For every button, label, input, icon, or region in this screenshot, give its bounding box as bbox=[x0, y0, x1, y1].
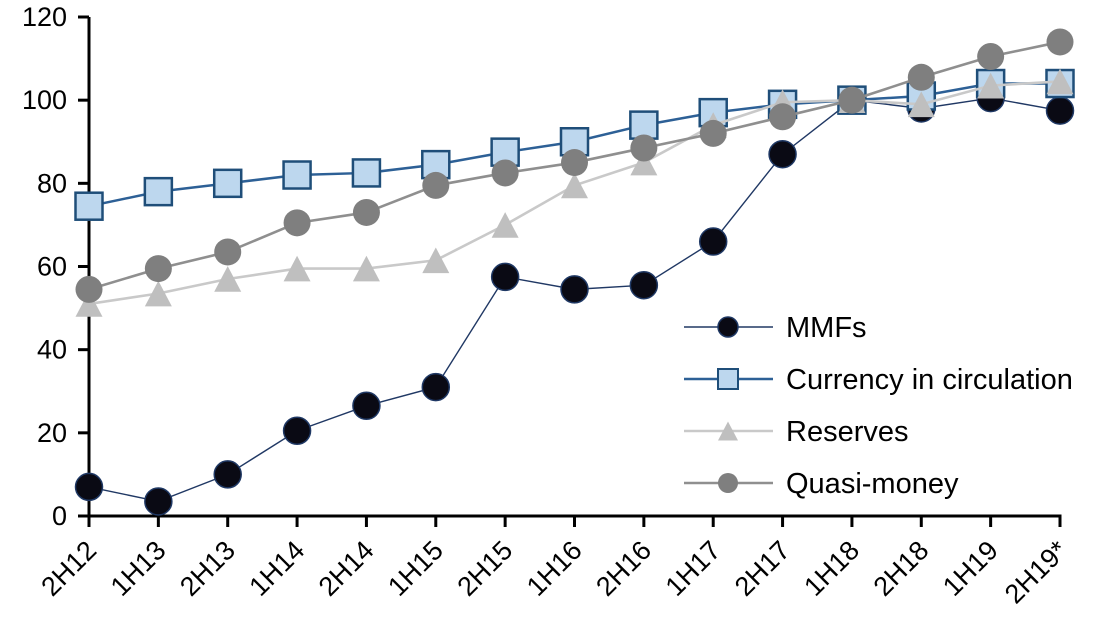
series-marker-reserves bbox=[214, 266, 242, 292]
x-axis-tick-label: 2H19* bbox=[999, 535, 1074, 610]
x-axis-tick-label: 1H19 bbox=[937, 535, 1004, 602]
series-marker-mmfs bbox=[74, 472, 104, 502]
series-marker-currency-in-circulation bbox=[212, 168, 243, 199]
series-marker-currency-in-circulation bbox=[282, 160, 312, 190]
x-axis-tick-label: 2H14 bbox=[313, 535, 380, 602]
series-marker-mmfs bbox=[490, 262, 520, 292]
series-marker-quasi-money bbox=[838, 86, 866, 114]
series-marker-quasi-money bbox=[699, 119, 727, 147]
series-marker-mmfs bbox=[698, 227, 728, 256]
series-marker-reserves bbox=[630, 149, 658, 176]
y-axis-tick-label: 100 bbox=[22, 85, 67, 115]
legend-label-quasi-money: Quasi-money bbox=[786, 468, 959, 500]
series-marker-mmfs bbox=[768, 139, 797, 169]
legend-label-mmfs: MMFs bbox=[786, 312, 867, 344]
series-marker-reserves bbox=[144, 280, 172, 307]
series-marker-quasi-money bbox=[907, 63, 935, 91]
series-marker-quasi-money bbox=[75, 275, 103, 303]
series-marker-reserves bbox=[977, 72, 1005, 99]
x-axis-tick-label: 1H14 bbox=[243, 535, 310, 602]
y-axis-tick-label: 80 bbox=[37, 168, 67, 198]
series-marker-mmfs bbox=[1045, 96, 1075, 125]
series-marker-reserves bbox=[491, 212, 519, 238]
x-axis-tick-label: 1H16 bbox=[521, 535, 588, 602]
legend-label-reserves: Reserves bbox=[786, 416, 909, 448]
x-axis-tick-label: 2H16 bbox=[590, 535, 657, 602]
series-marker-currency-in-circulation bbox=[351, 158, 382, 188]
series-marker-reserves bbox=[422, 247, 450, 274]
series-marker-quasi-money bbox=[144, 255, 172, 283]
series-marker-reserves bbox=[352, 255, 380, 282]
y-axis-tick-label: 120 bbox=[22, 2, 67, 32]
legend-marker-reserves bbox=[718, 421, 738, 441]
series-marker-mmfs bbox=[213, 460, 242, 489]
legend-marker-currency-in-circulation bbox=[717, 368, 739, 390]
series-marker-quasi-money bbox=[977, 43, 1005, 71]
series-marker-mmfs bbox=[421, 372, 451, 402]
series-marker-quasi-money bbox=[769, 103, 797, 131]
y-axis-tick-label: 20 bbox=[37, 418, 67, 448]
series-marker-quasi-money bbox=[283, 209, 311, 237]
series-marker-mmfs bbox=[560, 275, 589, 304]
x-axis-tick-label: 2H13 bbox=[174, 535, 241, 602]
series-marker-currency-in-circulation bbox=[74, 191, 104, 221]
series-marker-quasi-money bbox=[352, 198, 380, 226]
x-axis-tick-label: 1H15 bbox=[382, 535, 449, 602]
series-marker-mmfs bbox=[352, 391, 381, 421]
series-marker-reserves bbox=[561, 172, 588, 199]
y-axis-tick-label: 60 bbox=[37, 252, 67, 282]
x-axis-tick-label: 2H12 bbox=[35, 535, 102, 602]
y-axis-tick-label: 40 bbox=[37, 335, 67, 365]
y-axis-tick-label: 0 bbox=[52, 501, 67, 531]
series-marker-quasi-money bbox=[422, 171, 450, 199]
x-axis-tick-label: 2H18 bbox=[868, 535, 935, 602]
series-marker-mmfs bbox=[629, 270, 659, 300]
series-marker-reserves bbox=[907, 91, 935, 118]
x-axis-tick-label: 2H15 bbox=[452, 535, 519, 602]
legend-label-currency-in-circulation: Currency in circulation bbox=[786, 364, 1073, 396]
series-marker-quasi-money bbox=[1046, 28, 1074, 56]
x-axis-tick-label: 1H13 bbox=[105, 535, 172, 602]
x-axis-tick-label: 1H18 bbox=[798, 535, 865, 602]
series-marker-reserves bbox=[283, 255, 311, 282]
legend-marker-quasi-money bbox=[718, 473, 738, 493]
series-marker-currency-in-circulation bbox=[143, 176, 174, 207]
series-marker-reserves bbox=[1046, 68, 1074, 95]
series-marker-quasi-money bbox=[630, 134, 658, 162]
series-marker-reserves bbox=[75, 291, 103, 317]
series-marker-quasi-money bbox=[561, 149, 588, 177]
x-axis-tick-label: 1H17 bbox=[660, 535, 727, 602]
x-axis-tick-label: 2H17 bbox=[729, 535, 796, 602]
legend-marker-mmfs bbox=[717, 316, 739, 338]
series-marker-quasi-money bbox=[214, 238, 242, 266]
series-marker-quasi-money bbox=[491, 159, 519, 187]
series-marker-mmfs bbox=[282, 416, 312, 446]
series-marker-mmfs bbox=[144, 487, 173, 516]
